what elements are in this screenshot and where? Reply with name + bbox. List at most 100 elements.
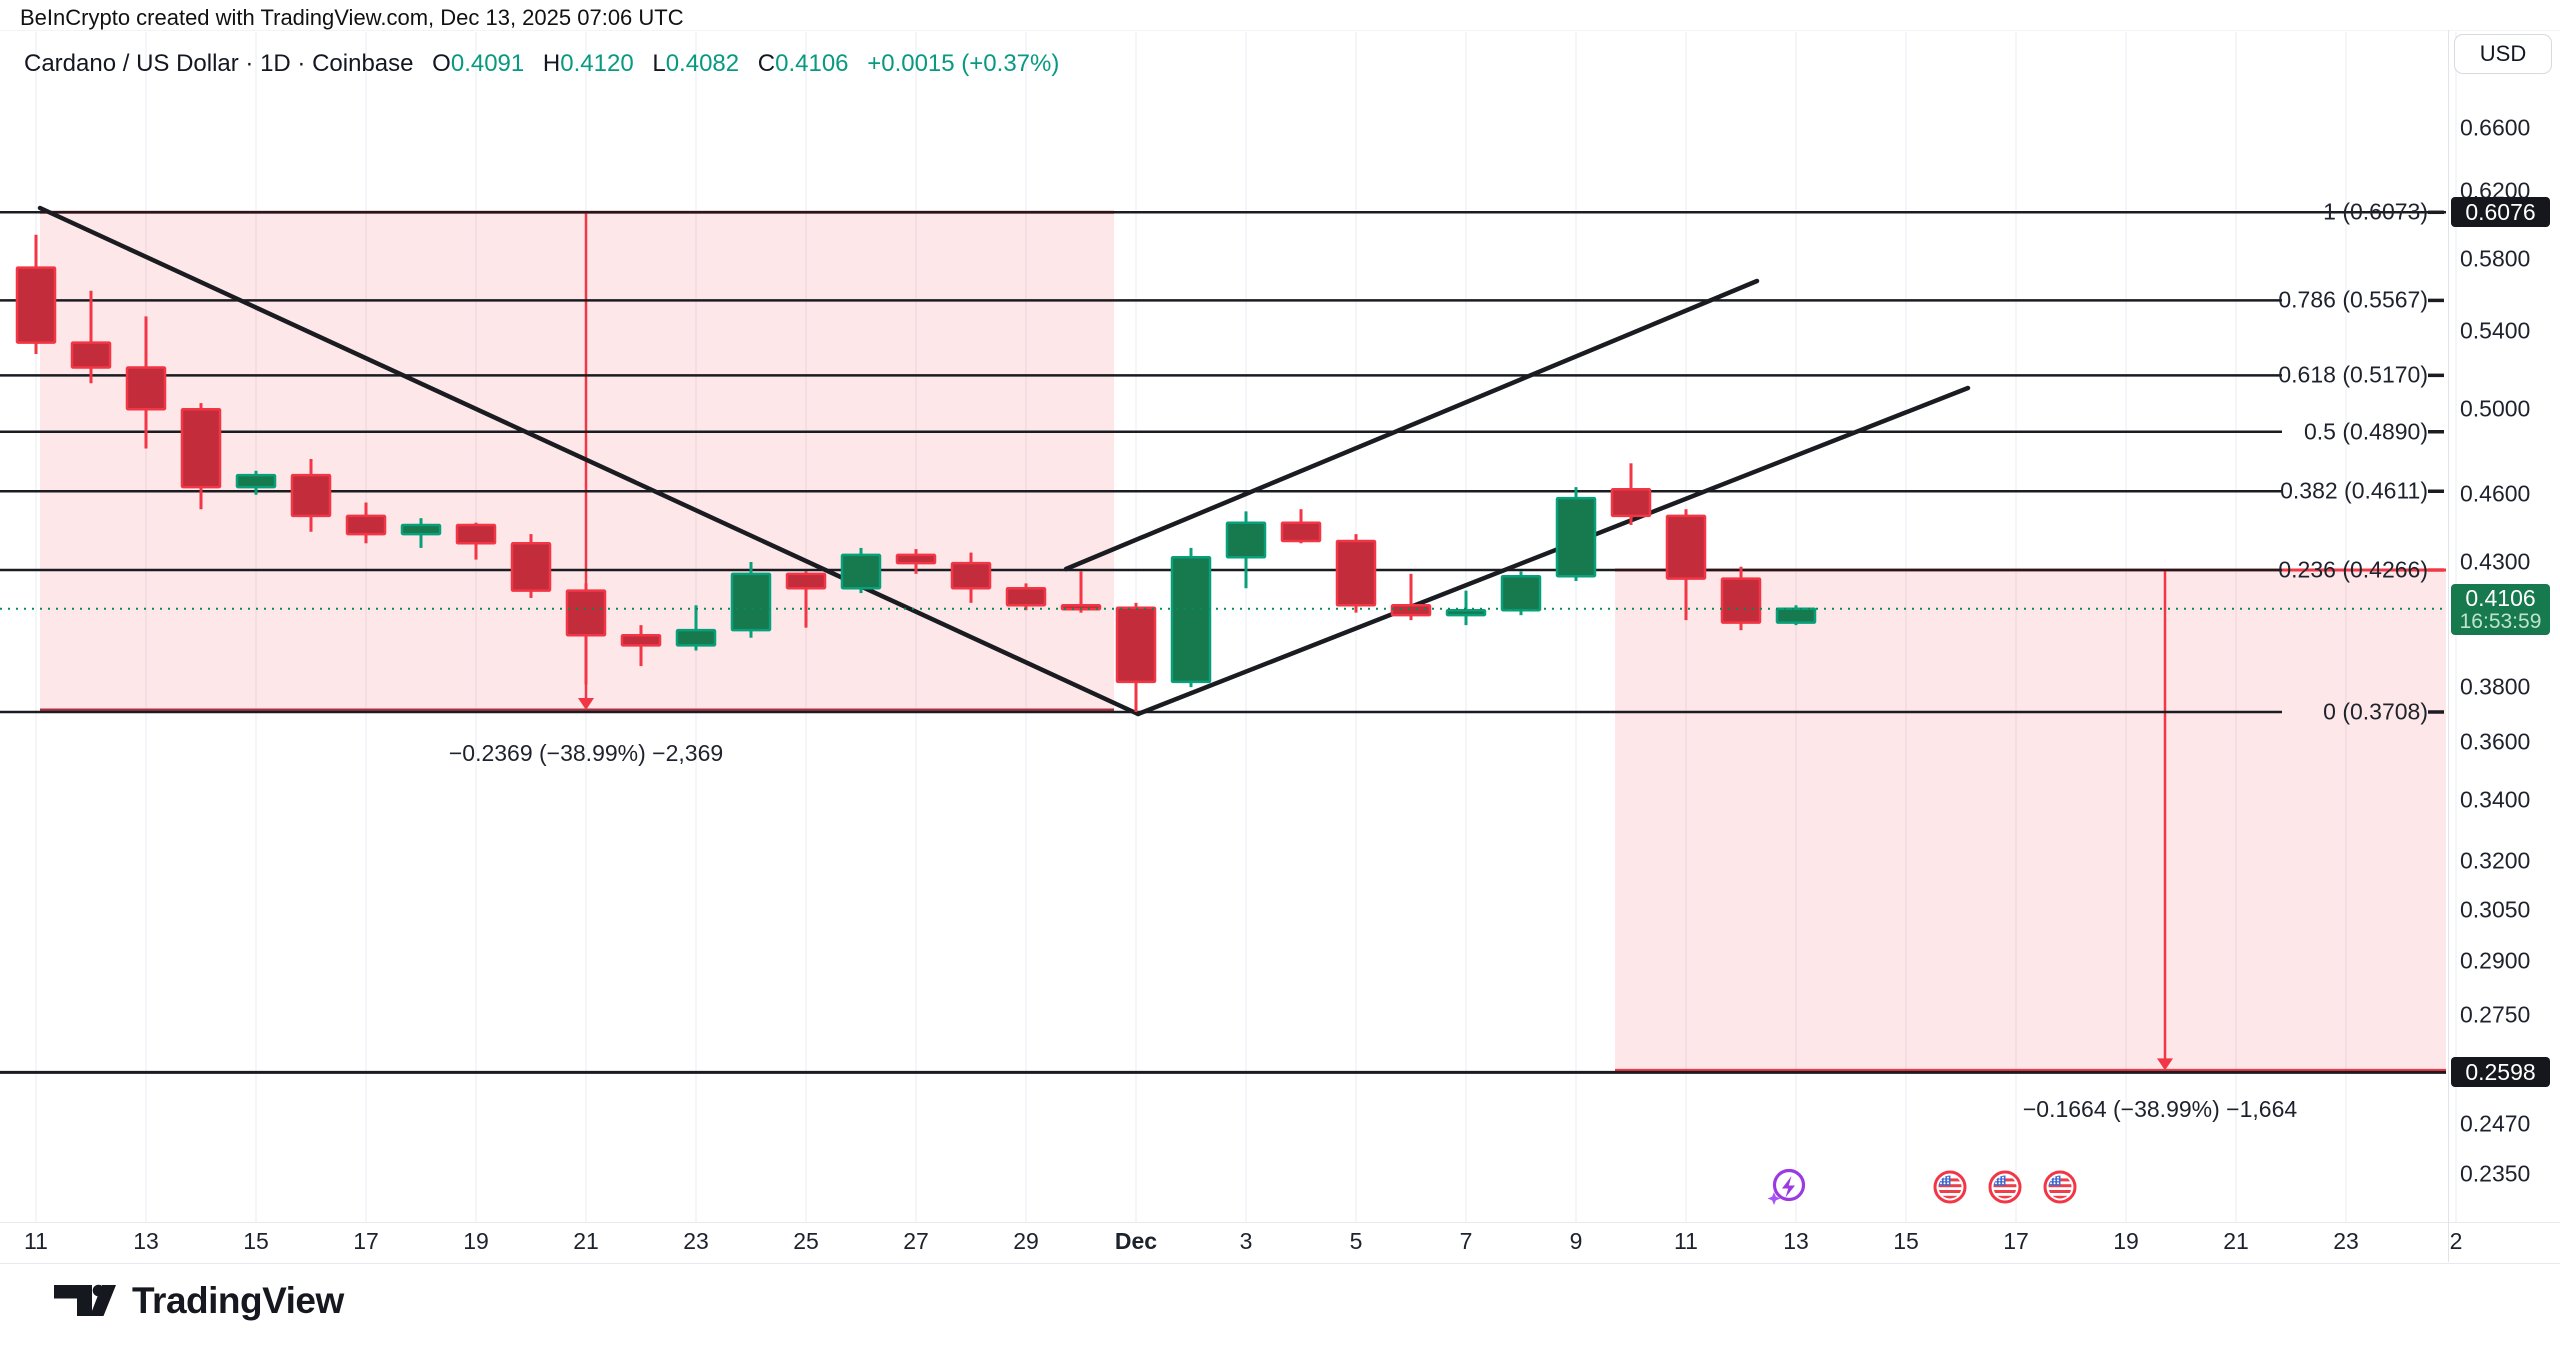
countdown-timer: 16:53:59 — [2459, 609, 2542, 633]
price-scale-separator — [2448, 30, 2449, 1262]
currency-toggle-button[interactable]: USD — [2454, 34, 2552, 74]
date-tick-label: 19 — [2113, 1228, 2139, 1254]
attribution-bar: BeInCrypto created with TradingView.com,… — [0, 0, 2560, 31]
price-tick-label: 0.2350 — [2460, 1160, 2531, 1187]
date-tick-label: 13 — [1783, 1228, 1809, 1254]
price-range-label-right: −0.1664 (−38.99%) −1,664 — [2022, 1096, 2298, 1122]
zone-arrow-head — [2157, 1058, 2173, 1071]
candle-body — [1280, 521, 1322, 543]
close-value: 0.4106 — [775, 50, 849, 77]
date-tick-label: 15 — [1893, 1228, 1919, 1254]
candle-body — [1335, 539, 1377, 607]
candle-body — [1005, 586, 1047, 607]
candle-body — [675, 628, 717, 647]
candle-body — [1555, 496, 1597, 578]
candle-body — [730, 572, 772, 632]
flash-icon[interactable] — [1766, 1166, 1808, 1208]
fib-label: 0.618 (0.5170) — [2278, 361, 2428, 388]
us-flag-icon[interactable] — [1933, 1170, 1967, 1204]
open-label: O — [432, 50, 451, 77]
price-tick-label: 0.3200 — [2460, 847, 2531, 874]
last-price-value: 0.4106 — [2465, 584, 2536, 611]
candlestick-series — [15, 234, 1817, 712]
candle — [1720, 566, 1762, 631]
zone-arrow-head — [578, 698, 594, 710]
close-label: C — [757, 50, 776, 77]
candle-body — [510, 542, 552, 592]
fib-label: 0.382 (0.4611) — [2280, 477, 2428, 504]
fib-label: 1 (0.6073) — [2323, 198, 2428, 225]
date-axis[interactable] — [0, 1222, 2560, 1264]
ascending-trendline-lower[interactable] — [1135, 385, 1971, 717]
ascending-trendline-upper[interactable] — [1063, 278, 1760, 572]
date-tick-label: 9 — [1569, 1228, 1583, 1254]
candle-body — [345, 514, 387, 536]
candle-body — [1610, 488, 1652, 518]
fib-label: 0 (0.3708) — [2323, 698, 2428, 725]
us-flag-icon[interactable] — [1988, 1170, 2022, 1204]
tradingview-logo[interactable]: TradingView — [52, 1280, 344, 1322]
price-tick-label: 0.5400 — [2460, 317, 2531, 344]
low-value: 0.4082 — [665, 50, 740, 77]
candle — [345, 502, 387, 544]
candle — [1115, 602, 1157, 712]
candle — [730, 561, 772, 638]
candle-body — [620, 633, 662, 647]
symbol-title[interactable]: Cardano / US Dollar · 1D · Coinbase — [24, 50, 414, 77]
fib-label: 0.236 (0.4266) — [2278, 556, 2428, 583]
price-tick-label: 0.6600 — [2460, 114, 2531, 141]
price-tick-label: 0.5800 — [2460, 245, 2531, 272]
candle — [400, 518, 442, 548]
date-tick-label: 23 — [2333, 1228, 2359, 1254]
candle — [1225, 511, 1267, 589]
us-flag-icon[interactable] — [2043, 1170, 2077, 1204]
date-tick-label: 29 — [1013, 1228, 1039, 1254]
candle-body — [235, 473, 277, 489]
candle-body — [1115, 606, 1157, 684]
candle-body — [785, 572, 827, 590]
date-tick-label: Dec — [1114, 1228, 1158, 1254]
candle-body — [1775, 607, 1817, 624]
candle — [1555, 487, 1597, 581]
candle — [565, 583, 607, 685]
candle-body — [1665, 514, 1707, 580]
date-tick-label: 13 — [133, 1228, 159, 1254]
price-tick-label: 0.4300 — [2460, 548, 2531, 575]
date-tick-label: 5 — [1349, 1228, 1363, 1254]
price-range-label-left: −0.2369 (−38.99%) −2,369 — [448, 740, 724, 766]
candle — [235, 470, 277, 495]
price-range-zone[interactable] — [1615, 568, 2446, 1073]
price-badge-support: 0.2598 — [2451, 1057, 2550, 1088]
date-tick-label: 21 — [573, 1228, 599, 1254]
candle-body — [180, 407, 222, 489]
candle-body — [1720, 577, 1762, 624]
price-tick-label: 0.4600 — [2460, 480, 2531, 507]
symbol-header: Cardano / US Dollar · 1D · Coinbase O 0.4… — [24, 50, 1059, 78]
candle — [70, 290, 112, 384]
candle-body — [1170, 556, 1212, 684]
candle — [1060, 571, 1102, 613]
candle — [1500, 571, 1542, 616]
candle-body — [565, 589, 607, 637]
candle — [1335, 534, 1377, 613]
candle-body — [840, 553, 882, 590]
candle — [675, 605, 717, 651]
date-tick-label: 17 — [2003, 1228, 2029, 1254]
date-tick-label: 11 — [1674, 1228, 1698, 1254]
price-tick-label: 0.2470 — [2460, 1110, 2531, 1136]
candle-body — [400, 523, 442, 536]
attribution-text: BeInCrypto created with TradingView.com,… — [20, 5, 684, 30]
high-value: 0.4120 — [560, 50, 634, 77]
price-tick-label: 0.3600 — [2460, 728, 2531, 755]
price-tick-label: 0.3400 — [2460, 786, 2531, 813]
change-value: +0.0015 (+0.37%) — [867, 50, 1060, 77]
fib-label: 0.786 (0.5567) — [2278, 286, 2428, 313]
descending-trendline[interactable] — [37, 205, 1141, 717]
price-tick-label: 0.5000 — [2460, 395, 2531, 422]
date-tick-label: 2 — [2449, 1228, 2463, 1254]
price-tick-label: 0.3800 — [2460, 673, 2531, 700]
candle-body — [70, 341, 112, 369]
date-tick-label: 15 — [243, 1228, 269, 1254]
